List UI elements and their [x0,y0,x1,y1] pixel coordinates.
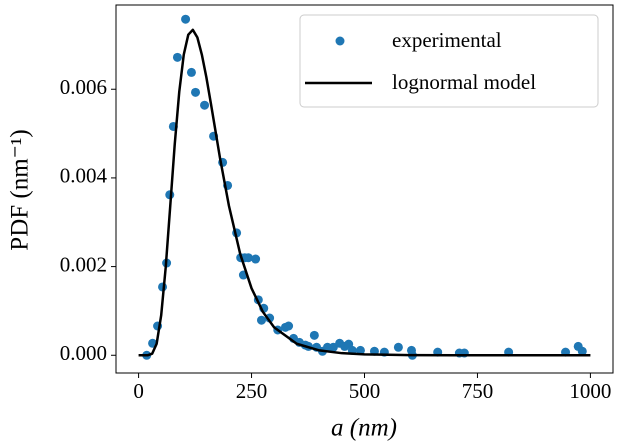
x-tick-label: 750 [462,379,494,403]
data-point [181,14,191,24]
data-point [393,342,403,352]
data-point [309,330,319,340]
data-point [191,87,201,97]
data-point [251,254,261,264]
x-axis-label: a (nm) [331,415,397,442]
legend-label: experimental [392,28,502,52]
y-axis-label: PDF (nm⁻¹) [7,129,34,250]
data-point [172,52,182,62]
data-point [200,100,210,110]
data-point [243,253,253,263]
x-tick-label: 0 [133,379,144,403]
y-tick-label: 0.002 [60,252,107,276]
data-point [284,321,294,331]
legend-marker [335,36,345,46]
plot-frame [115,4,614,374]
legend-box [299,14,599,108]
y-tick-label: 0.006 [60,75,107,99]
model-line [138,28,591,357]
data-point [265,313,275,323]
legend-label: lognormal model [392,70,536,94]
data-point [355,345,365,355]
data-point [186,67,196,77]
y-tick-label: 0.004 [60,164,108,188]
y-tick-label: 0.000 [60,341,107,365]
data-point [256,315,266,325]
x-tick-label: 1000 [569,379,611,403]
x-tick-label: 500 [349,379,381,403]
x-tick-label: 250 [236,379,268,403]
data-point [577,346,587,356]
